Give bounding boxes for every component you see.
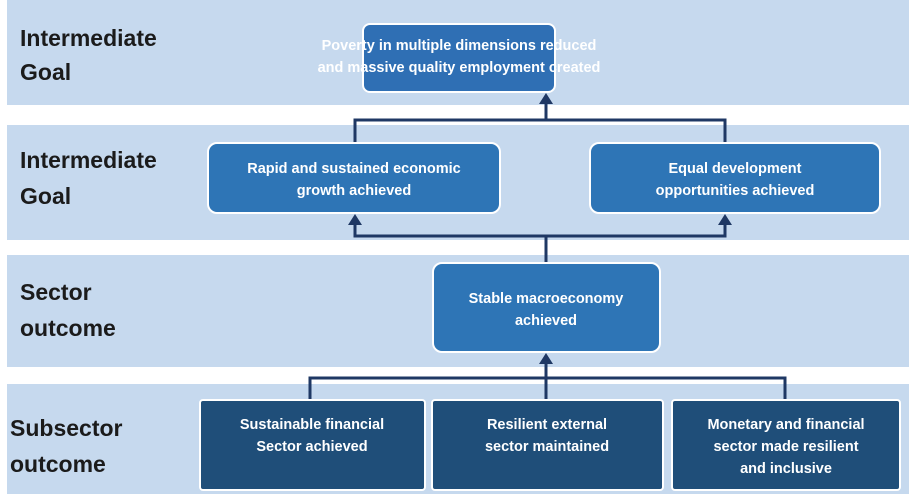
node-box (671, 399, 901, 491)
level-label: outcome (10, 451, 106, 477)
node-label: and inclusive (740, 461, 832, 477)
node-box (199, 399, 426, 491)
node-label: growth achieved (297, 183, 411, 199)
node-label: sector maintained (485, 439, 609, 455)
level-label: Subsector (10, 415, 123, 441)
connectors (308, 93, 787, 400)
node-label: Poverty in multiple dimensions reduced (322, 38, 597, 54)
node-box (431, 399, 664, 491)
level-label: Intermediate (20, 25, 157, 51)
connector (353, 224, 727, 263)
node-label: Rapid and sustained economic (247, 161, 461, 177)
node-label: opportunities achieved (656, 183, 815, 199)
node-label: and massive quality employment created (318, 60, 601, 76)
node-label: Monetary and financial (707, 417, 864, 433)
level-label: Intermediate (20, 147, 157, 173)
node-box (362, 23, 556, 93)
node-label: Resilient external (487, 417, 607, 433)
connector (308, 363, 787, 400)
node-label: Equal development (669, 161, 802, 177)
node-label: Sustainable financial (240, 417, 384, 433)
node-label: sector made resilient (713, 439, 858, 455)
level-label: outcome (20, 315, 116, 341)
connector (353, 104, 727, 143)
level-label: Goal (20, 183, 71, 209)
node-label: Stable macroeconomy (469, 291, 624, 307)
node-box (207, 142, 501, 214)
node-box (432, 262, 661, 353)
arrow (539, 353, 553, 364)
level-label: Sector (20, 279, 92, 305)
node-label: Sector achieved (256, 439, 367, 455)
level-label: Goal (20, 59, 71, 85)
node-box (589, 142, 881, 214)
arrow (539, 93, 553, 104)
node-label: achieved (515, 313, 577, 329)
